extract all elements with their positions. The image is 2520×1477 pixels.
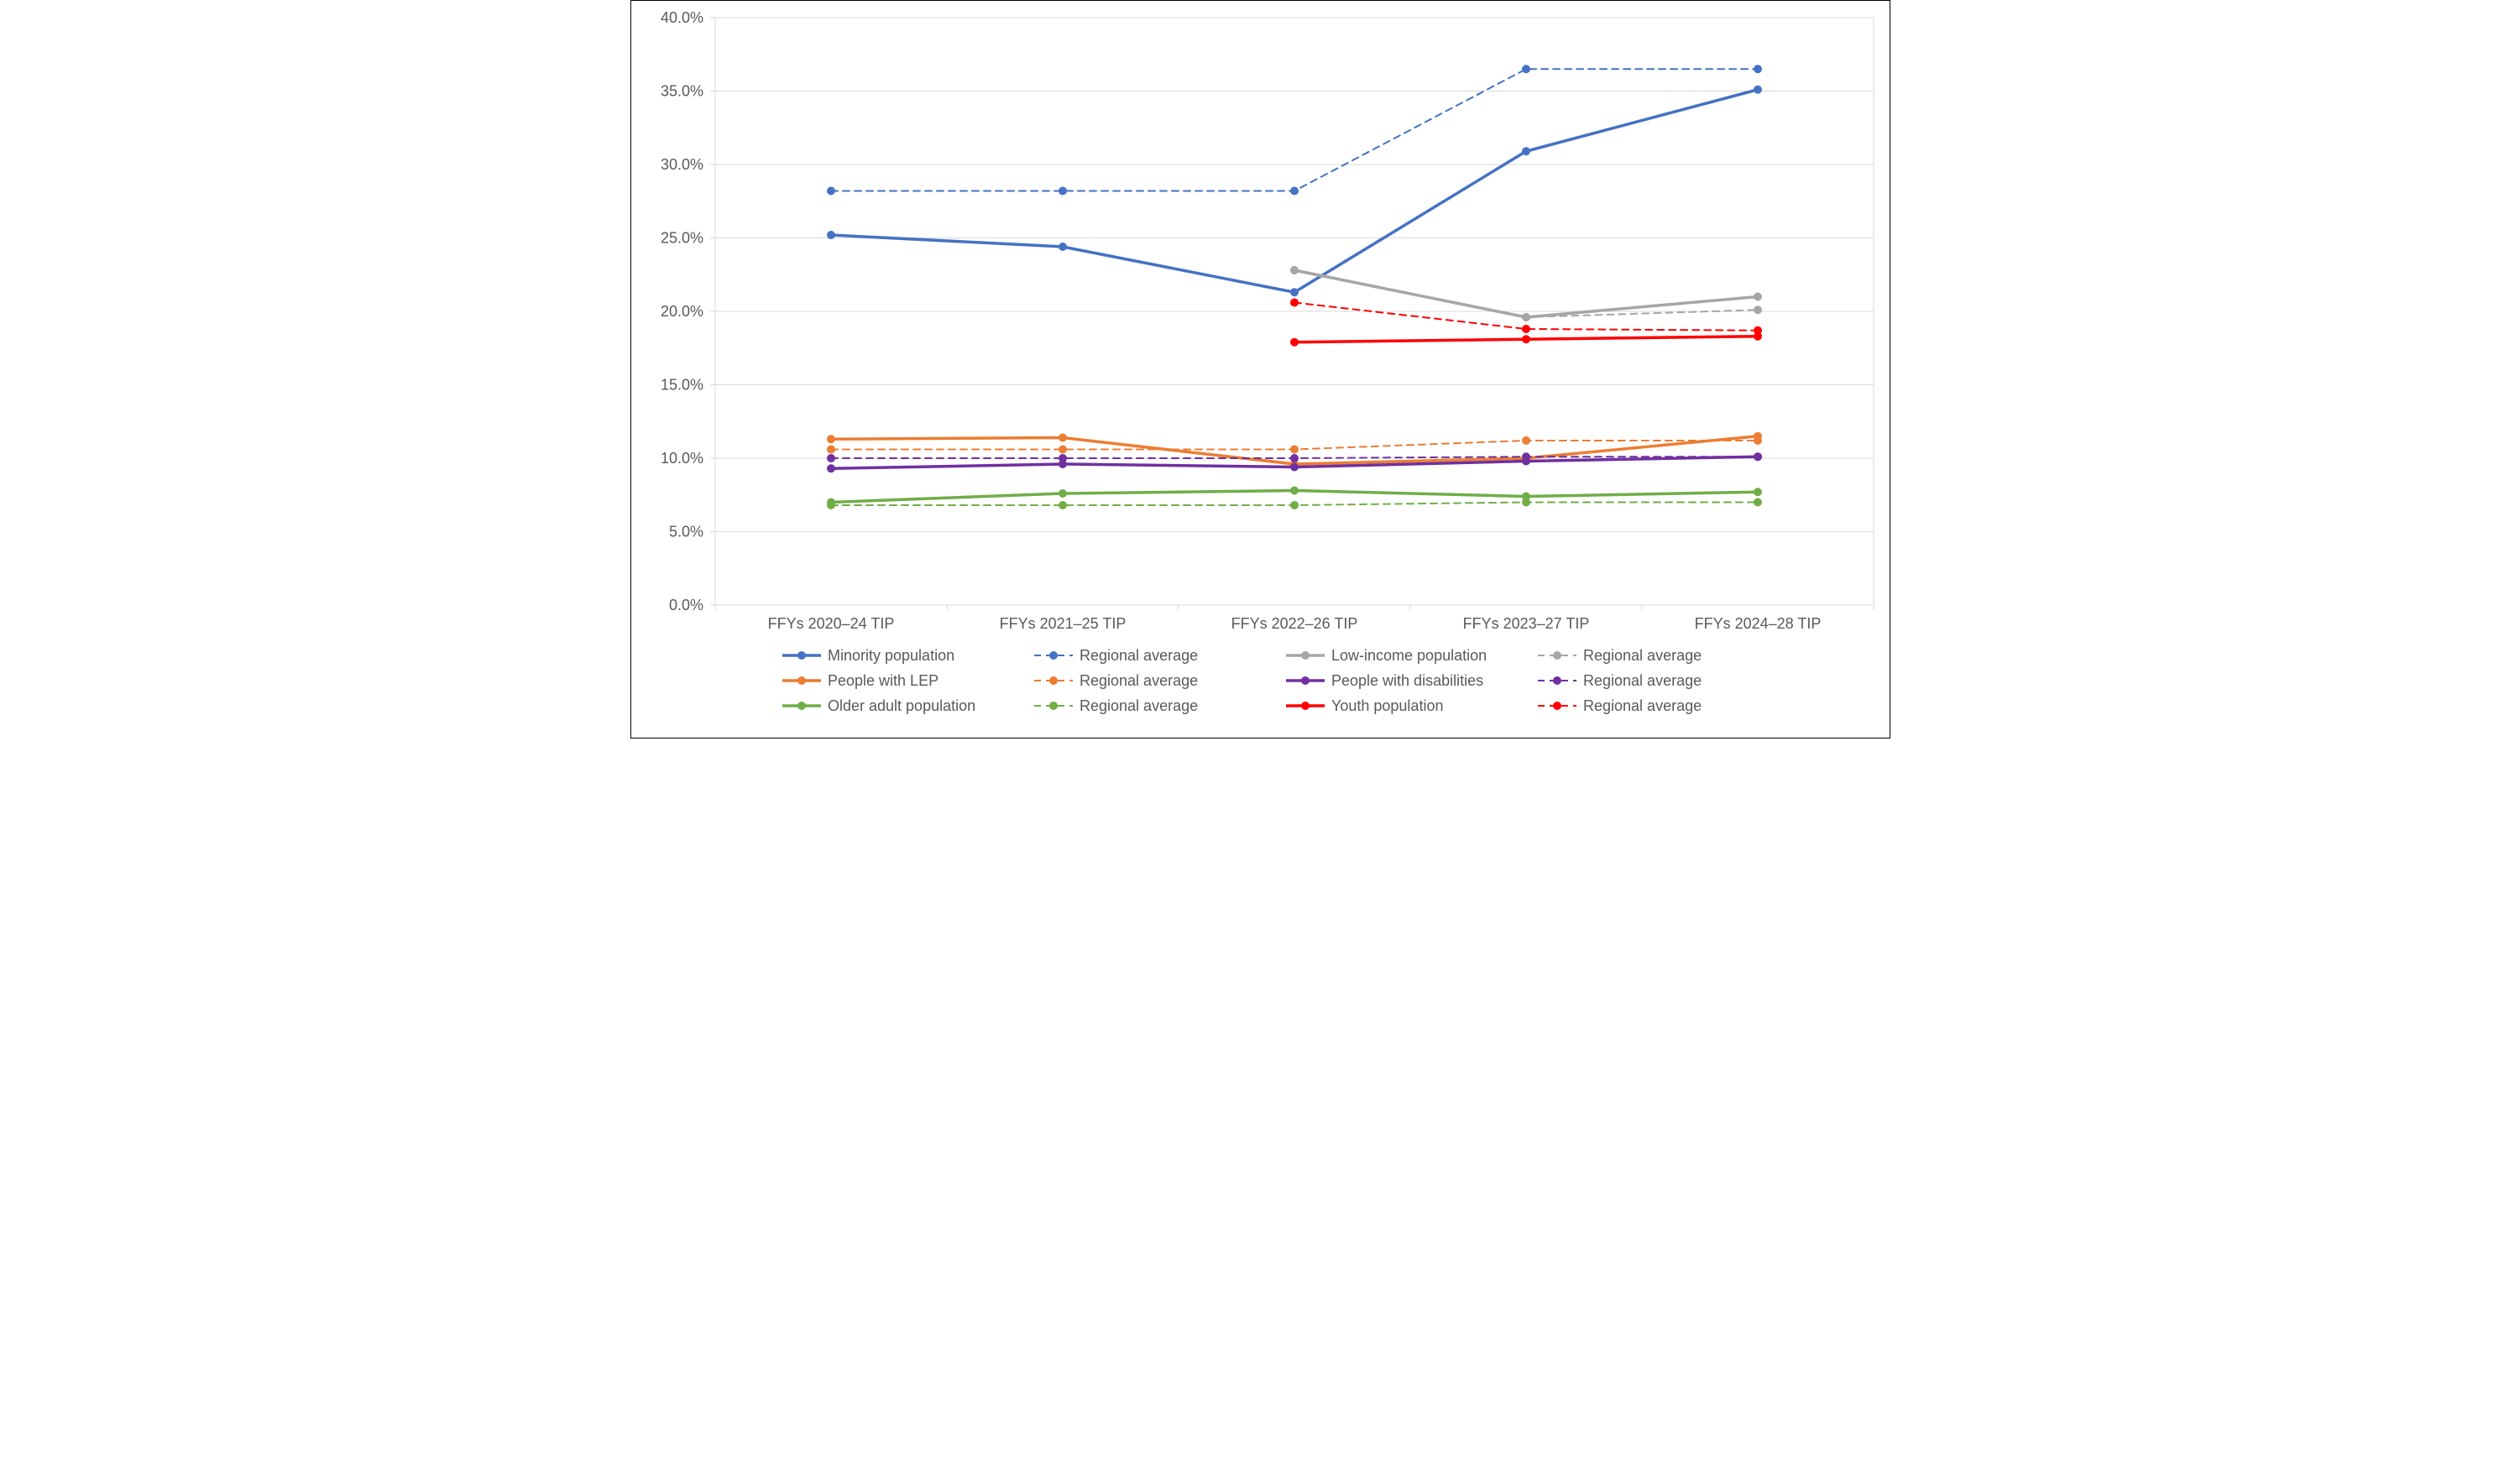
- y-tick-label: 30.0%: [660, 156, 703, 173]
- marker-older: [1754, 488, 1762, 496]
- legend-label-youth_avg: Regional average: [1583, 697, 1702, 714]
- y-tick-label: 15.0%: [660, 377, 703, 394]
- legend-label-lep_avg: Regional average: [1080, 672, 1198, 689]
- marker-older: [1290, 487, 1299, 495]
- marker-minority_avg: [827, 187, 835, 196]
- chart-frame: 0.0% 5.0% 10.0% 15.0% 20.0% 25.0% 30.0% 35.0% 40…: [630, 0, 1890, 738]
- x-tick-label: FFYs 2024–28 TIP: [1694, 615, 1821, 632]
- marker-older_avg: [1522, 498, 1530, 507]
- marker-disabilities_avg: [1522, 452, 1530, 461]
- marker-lowincome_avg: [1290, 266, 1299, 274]
- legend-label-minority: Minority population: [828, 647, 954, 664]
- y-tick-label: 35.0%: [660, 83, 703, 100]
- marker-disabilities_avg: [1059, 454, 1067, 462]
- y-tick-label: 0.0%: [668, 597, 703, 613]
- marker-disabilities_avg: [827, 454, 835, 462]
- marker-minority: [827, 231, 835, 239]
- marker-minority_avg: [1059, 187, 1067, 196]
- marker-lep_avg: [1290, 446, 1299, 454]
- marker-youth_avg: [1290, 299, 1299, 307]
- y-tick-label: 5.0%: [668, 524, 703, 540]
- marker-disabilities: [827, 464, 835, 472]
- marker-youth: [1290, 338, 1299, 347]
- marker-lep_avg: [1522, 436, 1530, 445]
- marker-lowincome_avg: [1754, 305, 1762, 314]
- marker-minority: [1754, 86, 1762, 94]
- y-tick-label: 25.0%: [660, 230, 703, 247]
- marker-youth_avg: [1522, 325, 1530, 333]
- marker-minority_avg: [1754, 65, 1762, 73]
- marker-older_avg: [1754, 498, 1762, 507]
- legend-label-older: Older adult population: [828, 697, 975, 714]
- marker-minority: [1290, 288, 1299, 296]
- marker-disabilities: [1290, 463, 1299, 472]
- legend-label-youth: Youth population: [1331, 697, 1443, 714]
- y-tick-label: 20.0%: [660, 303, 703, 320]
- x-tick-label: FFYs 2022–26 TIP: [1231, 615, 1357, 632]
- x-tick-label: FFYs 2021–25 TIP: [999, 615, 1126, 632]
- marker-lep: [1059, 434, 1067, 442]
- x-tick-label: FFYs 2023–27 TIP: [1462, 615, 1589, 632]
- marker-lep_avg: [1754, 436, 1762, 445]
- x-tick-label: FFYs 2020–24 TIP: [767, 615, 894, 632]
- y-tick-label: 10.0%: [660, 450, 703, 467]
- legend-label-lowincome: Low-income population: [1331, 647, 1487, 664]
- marker-disabilities_avg: [1754, 452, 1762, 461]
- marker-older_avg: [1059, 501, 1067, 509]
- marker-lep: [827, 435, 835, 443]
- marker-older: [1059, 489, 1067, 498]
- line-chart: 0.0% 5.0% 10.0% 15.0% 20.0% 25.0% 30.0% 35.0% 40…: [631, 1, 1891, 739]
- marker-youth_avg: [1754, 326, 1762, 335]
- legend-label-lowincome_avg: Regional average: [1583, 647, 1702, 664]
- marker-disabilities_avg: [1290, 454, 1299, 462]
- marker-minority_avg: [1522, 65, 1530, 73]
- legend-label-lep: People with LEP: [828, 672, 938, 689]
- legend-label-older_avg: Regional average: [1080, 697, 1198, 714]
- marker-minority: [1059, 243, 1067, 251]
- marker-lep_avg: [1059, 446, 1067, 454]
- marker-lep_avg: [827, 446, 835, 454]
- marker-lowincome_avg: [1522, 313, 1530, 321]
- legend: Minority population Regional average Low-i…: [782, 647, 1702, 714]
- marker-minority_avg: [1290, 187, 1299, 196]
- legend-label-disabilities: People with disabilities: [1331, 672, 1483, 689]
- y-tick-label: 40.0%: [660, 9, 703, 26]
- marker-youth: [1522, 335, 1530, 343]
- marker-older_avg: [827, 501, 835, 509]
- marker-minority: [1522, 147, 1530, 155]
- legend-label-disabilities_avg: Regional average: [1583, 672, 1702, 689]
- legend-label-minority_avg: Regional average: [1080, 647, 1198, 664]
- marker-lowincome: [1754, 293, 1762, 301]
- marker-older_avg: [1290, 501, 1299, 509]
